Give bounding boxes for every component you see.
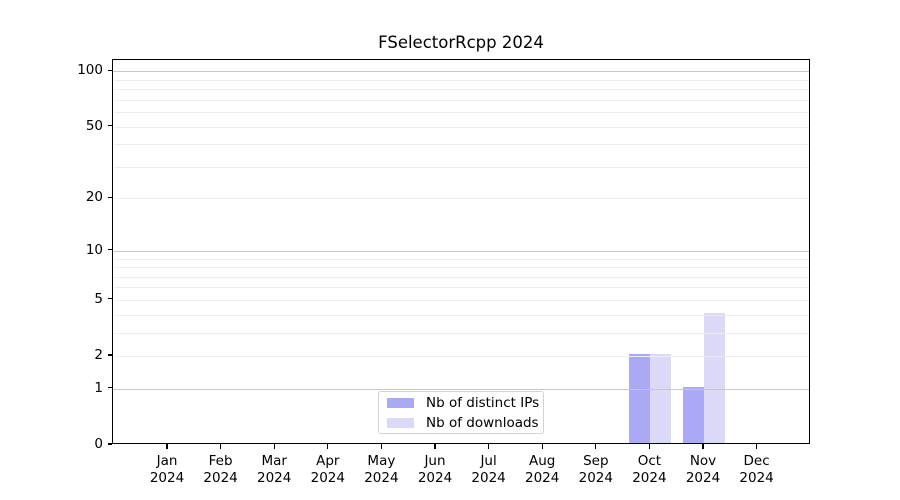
gridline-minor <box>113 332 809 334</box>
x-tick-label: Sep 2024 <box>578 453 613 486</box>
x-tick <box>434 444 436 449</box>
y-tick <box>107 298 112 300</box>
x-tick-label: Jul 2024 <box>471 453 506 486</box>
x-tick <box>648 444 650 449</box>
x-tick <box>541 444 543 449</box>
legend-swatch-downloads <box>387 417 414 428</box>
gridline-minor <box>113 144 809 146</box>
gridline-minor <box>113 99 809 101</box>
x-tick-label: Apr 2024 <box>310 453 345 486</box>
y-tick <box>107 249 112 251</box>
legend: Nb of distinct IPs Nb of downloads <box>378 391 544 434</box>
plot-area <box>112 59 810 444</box>
y-tick <box>107 69 112 71</box>
x-tick <box>488 444 490 449</box>
x-tick-label: Jan 2024 <box>149 453 185 486</box>
x-tick <box>756 444 758 449</box>
bar-distinct-ips <box>629 354 651 443</box>
y-tick <box>107 125 112 127</box>
gridline-major <box>113 250 809 252</box>
y-tick <box>107 354 112 356</box>
bars-layer <box>113 60 809 443</box>
bar-downloads <box>650 354 672 443</box>
y-tick-label: 0 <box>94 436 103 452</box>
gridline-major <box>113 388 809 390</box>
chart-title: FSelectorRcpp 2024 <box>378 33 544 52</box>
gridline-minor <box>113 79 809 81</box>
gridline-minor <box>113 89 809 91</box>
x-tick-label: Nov 2024 <box>685 453 721 486</box>
gridline-minor <box>113 258 809 260</box>
x-tick <box>327 444 329 449</box>
x-tick-label: Dec 2024 <box>739 453 774 486</box>
y-tick-label: 2 <box>94 347 103 363</box>
x-tick-label: Feb 2024 <box>203 453 238 486</box>
x-tick-label: Mar 2024 <box>257 453 292 486</box>
y-tick-label: 1 <box>94 379 103 396</box>
gridline-minor <box>113 198 809 200</box>
legend-label-downloads: Nb of downloads <box>426 414 539 431</box>
gridline-minor <box>113 112 809 114</box>
gridline-minor <box>113 356 809 357</box>
gridline-minor <box>113 267 809 268</box>
gridline-minor <box>113 287 809 289</box>
gridlines-layer <box>113 60 809 443</box>
legend-swatch-distinct-ips <box>387 397 414 408</box>
legend-item-distinct-ips: Nb of distinct IPs <box>379 393 543 412</box>
y-tick <box>107 196 112 198</box>
y-tick <box>107 387 112 389</box>
x-tick-label: May 2024 <box>364 453 399 486</box>
y-tick-label: 20 <box>85 189 103 206</box>
x-tick <box>595 444 597 449</box>
x-tick-label: Jun 2024 <box>417 453 453 486</box>
legend-item-downloads: Nb of downloads <box>379 413 543 432</box>
gridline-minor <box>113 166 809 168</box>
gridline-minor <box>113 276 809 278</box>
bar-downloads <box>704 313 725 443</box>
bar-distinct-ips <box>683 387 704 443</box>
gridline-minor <box>113 299 809 301</box>
x-tick <box>273 444 275 449</box>
gridline-major <box>113 71 809 73</box>
x-tick-label: Aug 2024 <box>525 453 560 486</box>
y-tick-label: 100 <box>77 62 103 79</box>
x-tick <box>702 444 704 449</box>
x-tick <box>220 444 222 449</box>
y-tick-label: 5 <box>94 290 103 307</box>
x-tick <box>166 444 168 449</box>
x-tick-label: Oct 2024 <box>632 453 667 486</box>
y-tick-label: 10 <box>85 241 103 258</box>
gridline-minor <box>113 314 809 316</box>
y-tick-label: 50 <box>85 117 103 134</box>
x-tick <box>380 444 382 449</box>
y-tick <box>107 443 112 445</box>
legend-label-distinct-ips: Nb of distinct IPs <box>426 394 540 411</box>
gridline-minor <box>113 126 809 128</box>
